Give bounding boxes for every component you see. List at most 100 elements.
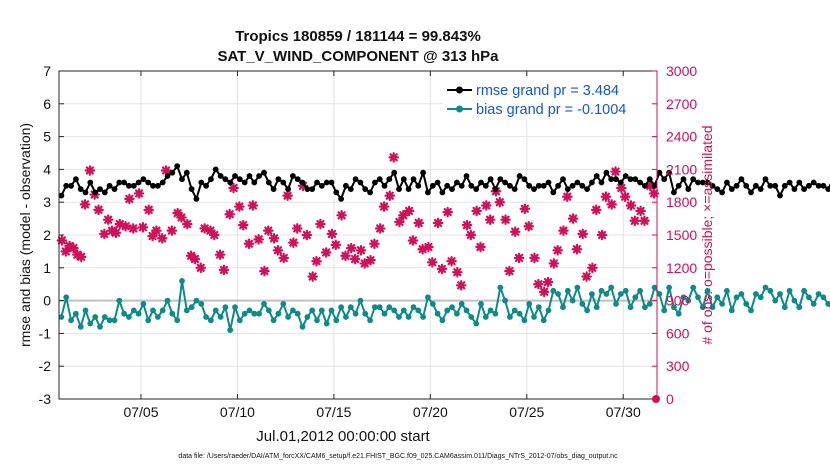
- bias-point: [241, 310, 248, 317]
- obs-count-point: [253, 234, 264, 245]
- rmse-point: [362, 186, 369, 193]
- obs-count-point: [519, 203, 531, 215]
- rmse-point: [97, 186, 103, 193]
- bias-point: [733, 294, 740, 301]
- obs-count-point: [509, 226, 521, 238]
- legend-box: [443, 78, 651, 120]
- obs-count-point: [529, 252, 540, 264]
- bias-point: [767, 287, 774, 294]
- bias-point: [622, 287, 629, 294]
- rmse-point: [63, 182, 70, 189]
- bias-point: [507, 314, 513, 320]
- bias-point: [396, 314, 402, 320]
- obs-count-point: [160, 165, 172, 176]
- obs-count-point: [228, 182, 239, 194]
- obs-count-point: [644, 180, 656, 192]
- rmse-point: [555, 182, 561, 189]
- bias-point: [415, 307, 422, 314]
- obs-count-point: [394, 216, 405, 228]
- rmse-point: [294, 176, 301, 183]
- rmse-point: [121, 179, 127, 186]
- rmse-point: [777, 192, 783, 199]
- rmse-point: [810, 179, 817, 186]
- rmse-point: [73, 176, 79, 183]
- rmse-point: [521, 176, 528, 183]
- rmse-point: [217, 173, 224, 179]
- y-left-ticks: -3 -2 -1 0 1 2 3 4 5 6 7: [39, 63, 64, 407]
- obs-count-point: [278, 252, 290, 264]
- obs-count-point: [301, 229, 313, 241]
- obs-count-point: [56, 235, 68, 246]
- bias-point: [482, 314, 489, 320]
- bias-series: [58, 278, 830, 333]
- bias-point: [111, 317, 118, 324]
- x-tick-label: 07/30: [606, 404, 641, 420]
- bias-point: [526, 301, 533, 307]
- rmse-point: [87, 179, 94, 186]
- bias-point: [193, 297, 200, 304]
- obs-count-point: [68, 242, 79, 254]
- rmse-point: [661, 176, 668, 183]
- obs-count-point: [384, 190, 396, 201]
- rmse-point: [232, 173, 238, 179]
- bias-point: [825, 301, 830, 307]
- obs-count-point: [84, 165, 96, 176]
- bias-point: [338, 304, 344, 311]
- chart-subtitle: SAT_V_WIND_COMPONENT @ 313 hPa: [217, 48, 499, 65]
- bias-point: [314, 317, 320, 324]
- rmse-point: [497, 176, 504, 183]
- rmse-point: [502, 179, 508, 186]
- legend: rmse grand pr = 3.484 bias grand pr = -0…: [443, 78, 651, 120]
- rmse-point: [208, 176, 214, 183]
- rmse-point: [164, 173, 171, 179]
- bias-point: [232, 304, 238, 311]
- obs-count-point: [577, 228, 589, 240]
- obs-count-point: [127, 223, 139, 234]
- bias-point: [169, 310, 176, 317]
- bias-point: [786, 287, 793, 294]
- rmse-point: [709, 182, 716, 189]
- rmse-point: [333, 189, 340, 196]
- bias-point: [603, 291, 610, 297]
- obs-count-point: [523, 220, 535, 232]
- bias-point: [675, 310, 682, 317]
- bias-point: [362, 310, 369, 317]
- rmse-point: [454, 179, 460, 186]
- obs-count-point: [417, 243, 428, 255]
- bias-point: [719, 301, 725, 307]
- rmse-point: [627, 176, 634, 183]
- bias-point: [343, 314, 349, 320]
- bias-point: [690, 284, 697, 291]
- rmse-point: [328, 179, 335, 186]
- obs-count-point: [315, 218, 326, 230]
- obs-count-point: [452, 266, 463, 278]
- rmse-point: [82, 189, 89, 196]
- bias-point: [473, 320, 480, 327]
- rmse-point: [482, 182, 489, 189]
- bias-point: [145, 317, 152, 324]
- bias-point: [236, 317, 243, 324]
- y-right-tick-label: 2400: [666, 129, 697, 145]
- rmse-point: [130, 182, 137, 189]
- y-left-tick-label: 1: [43, 260, 51, 276]
- rmse-point: [507, 182, 513, 189]
- bias-point: [671, 304, 677, 311]
- rmse-point: [68, 182, 74, 189]
- obs-count-point: [176, 212, 187, 223]
- rmse-point: [531, 186, 537, 193]
- bias-point: [116, 297, 123, 304]
- bias-point: [579, 301, 586, 307]
- bias-point: [564, 287, 571, 294]
- obs-count-point: [616, 182, 627, 194]
- rmse-point: [680, 176, 687, 183]
- rmse-point: [246, 173, 253, 179]
- rmse-point: [550, 189, 557, 196]
- obs-count-point: [143, 204, 154, 216]
- obs-count-point: [189, 253, 201, 265]
- legend-bias-marker: [456, 105, 463, 113]
- bias-point: [666, 284, 672, 291]
- obs-count-point: [403, 205, 415, 217]
- bias-point: [560, 304, 566, 311]
- obs-count-point: [635, 205, 646, 217]
